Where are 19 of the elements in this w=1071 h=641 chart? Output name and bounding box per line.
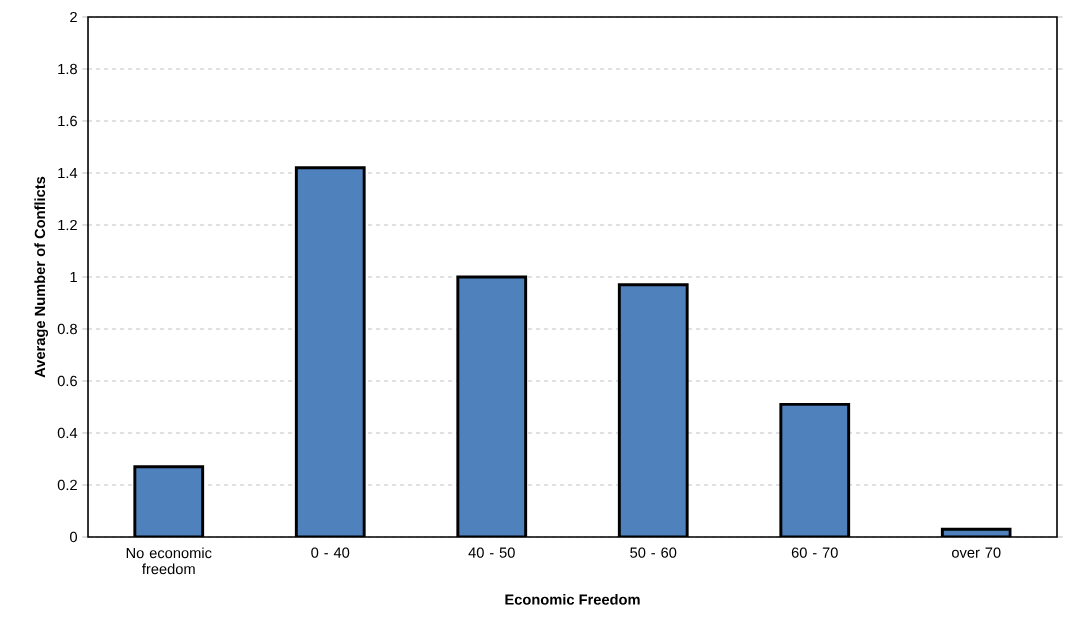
- y-tick-label: 2: [70, 11, 77, 23]
- x-tick-label: over 70: [951, 547, 1001, 558]
- y-tick-label: 0.4: [57, 427, 78, 439]
- y-tick-label: 1.6: [58, 115, 77, 127]
- x-tick-label: 0 - 40: [311, 547, 350, 558]
- y-tick-label: 1: [70, 271, 77, 283]
- x-tick-label: 60 - 70: [791, 547, 838, 558]
- x-tick-label: 40 - 50: [468, 547, 515, 558]
- y-tick-label: 0.2: [57, 479, 77, 491]
- y-tick-label: 0.6: [57, 375, 77, 387]
- x-tick-label: No economic freedom: [126, 547, 212, 575]
- x-axis-title: Economic Freedom: [505, 593, 640, 605]
- y-tick-label: 1.4: [58, 167, 78, 179]
- y-tick-label: 0.8: [57, 323, 77, 335]
- y-axis-title: Average Number of Conflicts: [34, 176, 49, 378]
- y-tick-label: 1.2: [58, 219, 77, 231]
- y-tick-label: 1.8: [58, 63, 77, 75]
- y-tick-label: 0: [70, 531, 78, 543]
- x-tick-label: 50 - 60: [630, 547, 677, 558]
